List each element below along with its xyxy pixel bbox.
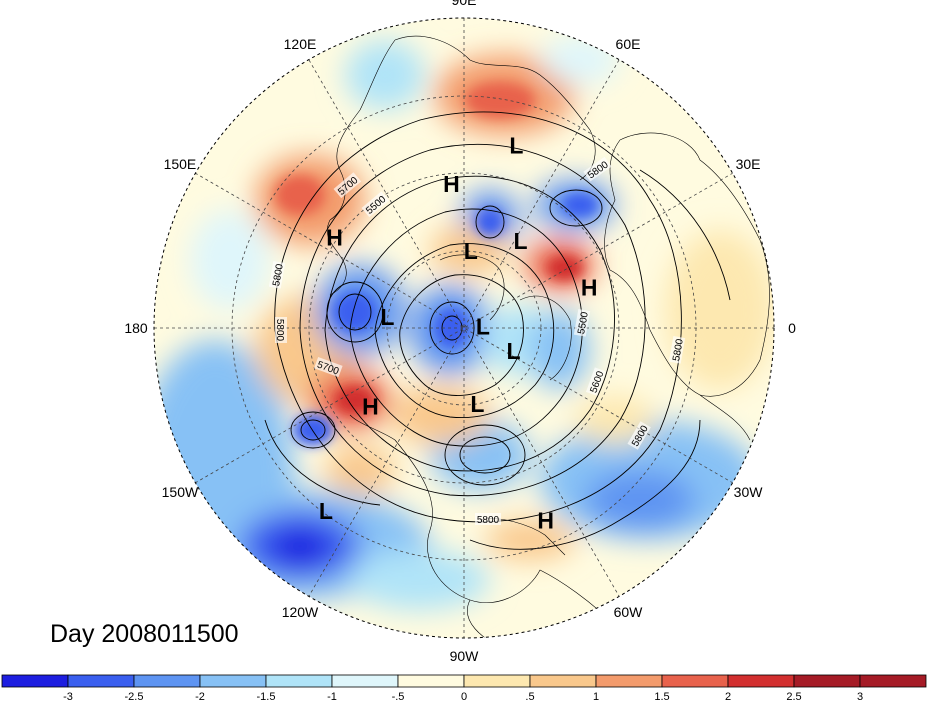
- colorbar-tick-label: -.5: [392, 691, 405, 702]
- colorbar-labels: -3 -2.5 -2 -1.5 -1 -.5 0 .5 1 1.5 2 2.5 3: [63, 691, 863, 702]
- colorbar-swatch: [595, 674, 663, 688]
- colorbar-swatch: [133, 674, 201, 688]
- colorbar-swatch: [331, 674, 399, 688]
- high-pressure-marker: H: [326, 224, 343, 250]
- high-pressure-marker: H: [443, 171, 460, 197]
- low-pressure-marker: L: [380, 304, 394, 330]
- day-label: Day 2008011500: [50, 620, 239, 648]
- colorbar-tick-label: .5: [525, 691, 534, 702]
- map-frame: [153, 17, 775, 639]
- contour-label: 5800: [271, 263, 286, 287]
- colorbar-swatch: [727, 674, 795, 688]
- low-pressure-marker: L: [476, 313, 490, 339]
- contour-label: 5800: [671, 338, 686, 362]
- colorbar-tick-label: -2: [195, 691, 205, 702]
- lon-label: 90W: [450, 648, 480, 664]
- polar-stereographic-map: 5800580058005800580058005700570056005500…: [124, 0, 796, 664]
- colorbar-tick-label: 2: [725, 691, 731, 702]
- colorbar-tick-label: 1: [593, 691, 599, 702]
- colorbar-tick-label: -1: [327, 691, 337, 702]
- colorbar-swatch: [661, 674, 729, 688]
- colorbar-swatch: [199, 674, 267, 688]
- colorbar-swatch: [859, 674, 927, 688]
- colorbar-tick-label: 3: [857, 691, 863, 702]
- colorbar-boxes: [1, 674, 927, 688]
- high-pressure-marker: H: [581, 274, 598, 300]
- lon-label: 0: [788, 320, 796, 336]
- lon-label: 120E: [284, 36, 317, 52]
- lon-label: 30W: [734, 484, 764, 500]
- colorbar-swatch: [529, 674, 597, 688]
- contour-label: 5500: [576, 311, 591, 335]
- lon-label: 60E: [616, 36, 641, 52]
- low-pressure-marker: L: [507, 338, 521, 364]
- colorbar-swatch: [1, 674, 69, 688]
- anomaly-shading-cores: [275, 82, 598, 446]
- colorbar-tick-label: -3: [63, 691, 73, 702]
- lon-label: 60W: [614, 604, 644, 620]
- contour-label: 5800: [477, 515, 500, 526]
- colorbar-swatch: [463, 674, 531, 688]
- lon-label: 30E: [736, 156, 761, 172]
- longitude-labels: 90E 60E 30E 0 30W 60W 90W 120W 150W 180 150E 120E: [124, 0, 796, 664]
- lon-label: 150W: [162, 484, 199, 500]
- colorbar: -3 -2.5 -2 -1.5 -1 -.5 0 .5 1 1.5 2 2.5 3: [1, 674, 927, 702]
- colorbar-tick-label: -1.5: [257, 691, 276, 702]
- colorbar-tick-label: 2.5: [786, 691, 801, 702]
- low-pressure-marker: L: [513, 228, 527, 254]
- low-pressure-marker: L: [509, 132, 523, 158]
- colorbar-swatch: [67, 674, 135, 688]
- geopotential-contours: [264, 111, 731, 550]
- colorbar-swatch: [793, 674, 861, 688]
- colorbar-tick-label: -2.5: [125, 691, 144, 702]
- colorbar-tick-label: 0: [461, 691, 467, 702]
- lon-label: 150E: [164, 156, 197, 172]
- lon-label: 120W: [282, 604, 319, 620]
- low-pressure-marker: L: [470, 391, 484, 417]
- lon-label: 180: [124, 320, 148, 336]
- colorbar-tick-label: 1.5: [654, 691, 669, 702]
- contour-label: 5800: [274, 319, 285, 342]
- colorbar-swatch: [265, 674, 333, 688]
- low-pressure-marker: L: [319, 498, 333, 524]
- lon-label: 90E: [452, 0, 477, 8]
- colorbar-swatch: [397, 674, 465, 688]
- high-pressure-marker: H: [362, 393, 379, 419]
- low-pressure-marker: L: [464, 238, 478, 264]
- high-pressure-marker: H: [537, 507, 554, 533]
